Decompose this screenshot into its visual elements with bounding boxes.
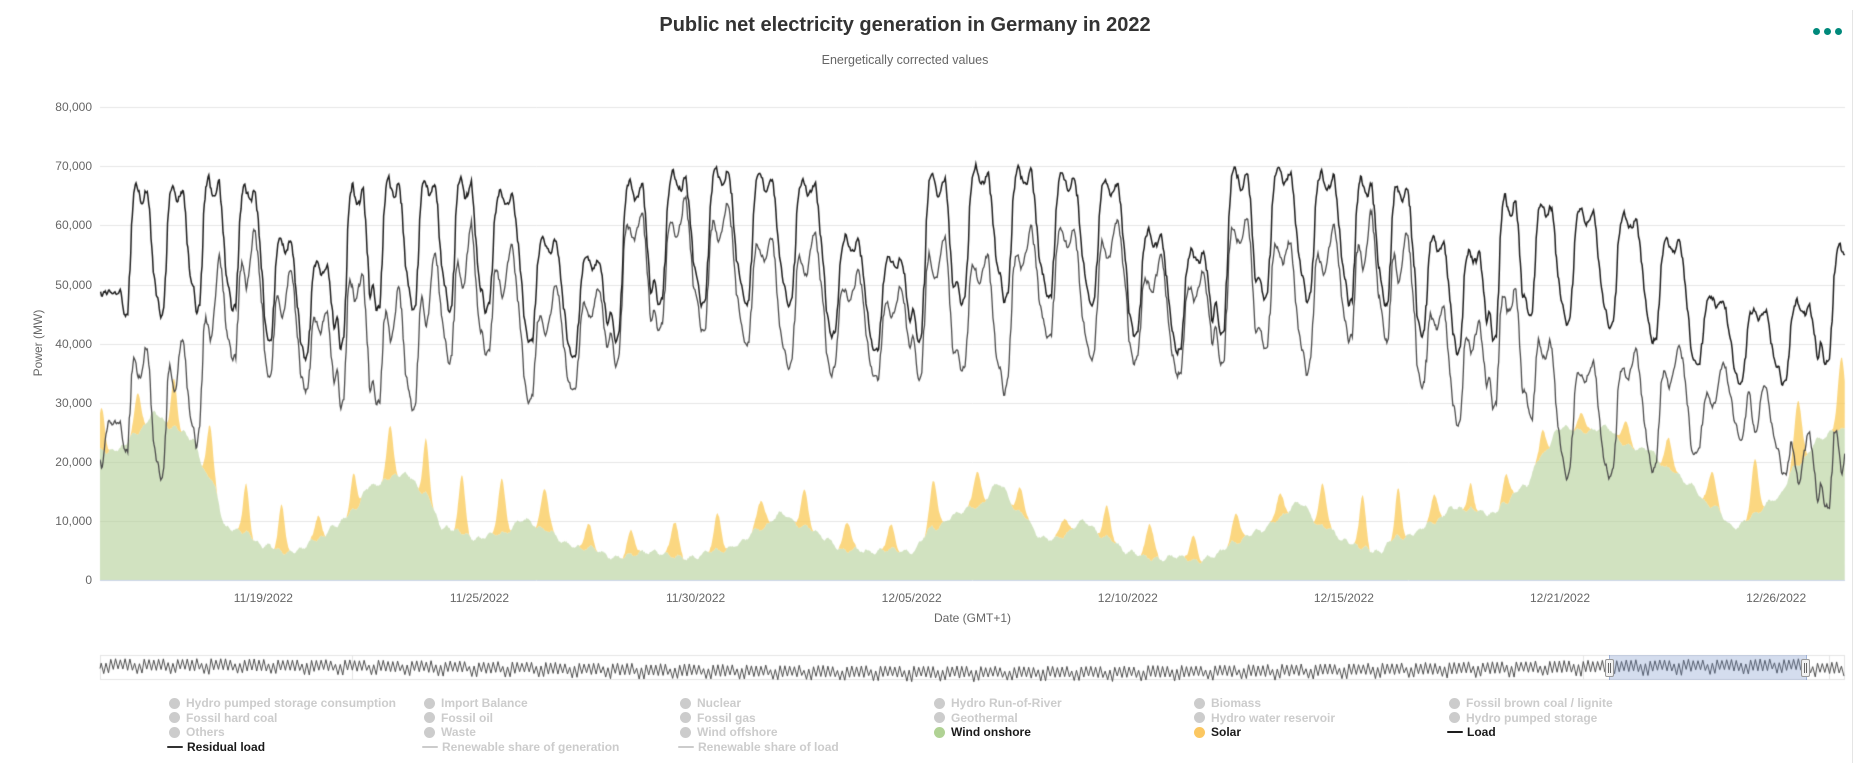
navigator-right-handle[interactable] (1800, 659, 1810, 677)
x-axis-title: Date (GMT+1) (933, 611, 1011, 625)
legend-item-fossil-brown-coal-lignite[interactable]: Fossil brown coal / lignite (1449, 696, 1613, 710)
kebab-menu-icon (1823, 27, 1831, 35)
chart-title: Public net electricity generation in Ger… (659, 14, 1151, 36)
y-tick-label: 60,000 (55, 218, 92, 233)
series-line-icon (1447, 731, 1463, 734)
legend-item-load[interactable]: Load (1447, 725, 1496, 740)
legend-label: Hydro pumped storage consumption (186, 696, 397, 710)
kebab-menu-icon (1812, 27, 1820, 35)
y-tick-label: 50,000 (55, 277, 92, 292)
legend-label: Fossil gas (697, 710, 756, 725)
series-dot-icon (169, 726, 180, 738)
legend-item-fossil-oil[interactable]: Fossil oil (424, 711, 493, 725)
legend-label: Hydro Run-of-River (951, 696, 1062, 710)
legend-item-nuclear[interactable]: Nuclear (680, 696, 741, 710)
legend-label: Biomass (1211, 696, 1262, 710)
legend-label: Wind offshore (697, 725, 778, 740)
x-tick-label: 12/21/2022 (1529, 591, 1591, 605)
legend-item-hydro-water-reservoir[interactable]: Hydro water reservoir (1194, 711, 1335, 725)
legend-item-solar[interactable]: Solar (1194, 725, 1241, 739)
series-line-icon (422, 746, 438, 749)
x-tick-label: 12/15/2022 (1313, 591, 1374, 605)
legend-label: Renewable share of generation (442, 740, 620, 755)
legend-label: Others (186, 725, 225, 740)
series-dot-icon (1449, 712, 1460, 724)
series-dot-icon (1194, 726, 1205, 738)
series-line-icon (678, 746, 694, 749)
y-tick-label: 80,000 (55, 100, 92, 115)
legend-label: Renewable share of load (698, 740, 839, 755)
series-dot-icon (680, 712, 691, 724)
legend-item-geothermal[interactable]: Geothermal (934, 711, 1018, 725)
legend-label: Fossil brown coal / lignite (1466, 696, 1613, 710)
navigator-selection[interactable] (1609, 655, 1807, 680)
series-dot-icon (934, 712, 945, 724)
y-tick-label: 30,000 (55, 395, 92, 410)
x-tick-label: 11/19/2022 (233, 591, 293, 605)
legend-item-hydro-pumped-storage-consumption[interactable]: Hydro pumped storage consumption (169, 696, 396, 710)
series-dot-icon (1194, 697, 1205, 709)
series-dot-icon (424, 712, 435, 724)
y-tick-label: 70,000 (55, 159, 92, 174)
y-tick-label: 0 (85, 573, 92, 587)
legend-item-hydro-pumped-storage[interactable]: Hydro pumped storage (1449, 711, 1597, 725)
x-tick-label: 12/10/2022 (1097, 591, 1158, 605)
legend-label: Waste (441, 725, 476, 740)
series-dot-icon (424, 726, 435, 738)
series-dot-icon (1449, 697, 1460, 709)
card-right-edge (1852, 10, 1853, 763)
legend-item-waste[interactable]: Waste (424, 725, 476, 739)
chart-subtitle: Energetically corrected values (821, 53, 989, 67)
legend-label: Hydro pumped storage (1466, 710, 1598, 725)
x-tick-label: 11/30/2022 (666, 591, 726, 605)
legend-item-import-balance[interactable]: Import Balance (424, 696, 528, 710)
series-dot-icon (169, 697, 180, 709)
legend-label: Geothermal (951, 710, 1018, 725)
series-dot-icon (169, 712, 180, 724)
legend-label: Residual load (187, 740, 266, 755)
series-dot-icon (934, 697, 945, 709)
series-line-icon (167, 746, 183, 749)
legend-label: Hydro water reservoir (1211, 710, 1336, 725)
navigator[interactable] (100, 654, 1845, 681)
legend-item-others[interactable]: Others (169, 725, 225, 739)
kebab-menu-icon (1834, 27, 1842, 35)
legend-label: Nuclear (697, 696, 742, 710)
legend-label: Solar (1211, 725, 1242, 740)
y-tick-label: 40,000 (55, 336, 92, 351)
legend-label: Import Balance (441, 696, 528, 710)
legend-label: Load (1467, 725, 1496, 740)
navigator-left-handle[interactable] (1605, 659, 1615, 677)
legend-item-fossil-hard-coal[interactable]: Fossil hard coal (169, 711, 277, 725)
legend-label: Fossil hard coal (186, 710, 278, 725)
series-dot-icon (1194, 712, 1205, 724)
legend-item-renewable-share-of-generation[interactable]: Renewable share of generation (422, 740, 620, 755)
context-menu-button[interactable] (1806, 20, 1848, 42)
legend-item-fossil-gas[interactable]: Fossil gas (680, 711, 756, 725)
x-tick-label: 12/26/2022 (1746, 591, 1807, 605)
legend-label: Wind onshore (951, 725, 1031, 740)
series-dot-icon (934, 726, 945, 738)
y-tick-label: 10,000 (55, 513, 92, 528)
series-dot-icon (680, 697, 691, 709)
legend-item-hydro-run-of-river[interactable]: Hydro Run-of-River (934, 696, 1062, 710)
legend-label: Fossil oil (441, 710, 494, 725)
y-tick-label: 20,000 (55, 454, 92, 469)
legend-item-biomass[interactable]: Biomass (1194, 696, 1261, 710)
x-tick-label: 11/25/2022 (449, 591, 510, 605)
series-dot-icon (424, 697, 435, 709)
series-dot-icon (680, 726, 691, 738)
legend-item-wind-offshore[interactable]: Wind offshore (680, 725, 778, 739)
legend-item-renewable-share-of-load[interactable]: Renewable share of load (678, 740, 839, 755)
x-tick-label: 12/05/2022 (881, 591, 942, 605)
legend-item-residual-load[interactable]: Residual load (167, 740, 266, 755)
legend-item-wind-onshore[interactable]: Wind onshore (934, 725, 1031, 739)
